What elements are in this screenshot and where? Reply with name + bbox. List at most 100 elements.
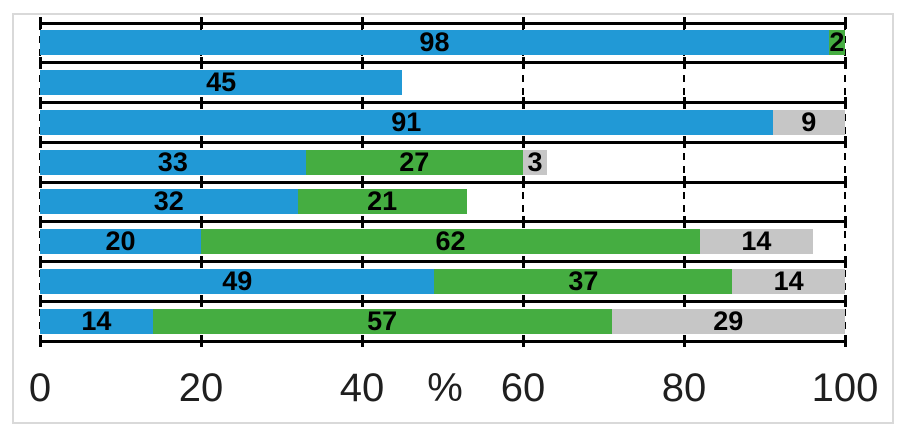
bar-segment-green: 57 bbox=[152, 305, 612, 336]
bar-row: 20 62 14 bbox=[40, 226, 845, 257]
tick-mark bbox=[360, 335, 364, 347]
tick-mark bbox=[682, 215, 686, 228]
tick-mark bbox=[360, 136, 364, 149]
bar-row: 98 2 bbox=[40, 27, 845, 58]
x-axis-tick-label: 40 bbox=[339, 366, 385, 410]
bar-value-label: 14 bbox=[81, 305, 112, 336]
bar-value-label: 91 bbox=[391, 106, 422, 137]
tick-mark bbox=[38, 136, 42, 149]
bar-segment-gray: 29 bbox=[611, 305, 845, 336]
tick-mark bbox=[38, 255, 42, 268]
tick-mark bbox=[521, 335, 525, 347]
tick-mark bbox=[521, 176, 525, 188]
bar-row: 32 21 bbox=[40, 186, 845, 217]
tick-mark bbox=[521, 136, 525, 149]
x-axis-tick-label: 0 bbox=[28, 366, 52, 410]
bar-row: 49 37 14 bbox=[40, 265, 845, 296]
tick-mark bbox=[843, 56, 847, 69]
tick-mark bbox=[360, 176, 364, 188]
row-boundary-line bbox=[40, 21, 845, 25]
tick-mark bbox=[38, 176, 42, 188]
tick-mark bbox=[843, 295, 847, 308]
row-boundary-line bbox=[40, 220, 845, 224]
tick-mark bbox=[521, 17, 525, 29]
bar-segment-blue: 32 bbox=[40, 186, 298, 217]
tick-mark bbox=[199, 96, 203, 109]
tick-mark bbox=[521, 255, 525, 268]
bar-segment-blue: 98 bbox=[40, 27, 829, 58]
bar-segment-blue: 20 bbox=[40, 226, 201, 257]
bar-row: 14 57 29 bbox=[40, 305, 845, 336]
tick-mark bbox=[843, 17, 847, 29]
tick-mark bbox=[38, 215, 42, 228]
bar-segment-green: 2 bbox=[828, 27, 845, 58]
tick-mark bbox=[199, 56, 203, 69]
tick-mark bbox=[38, 295, 42, 308]
tick-mark bbox=[682, 96, 686, 109]
tick-mark bbox=[199, 176, 203, 188]
tick-mark bbox=[843, 335, 847, 347]
bar-segment-gray: 14 bbox=[700, 228, 813, 255]
tick-mark bbox=[38, 96, 42, 109]
x-axis-tick-label: 60 bbox=[500, 366, 546, 410]
bar-segment-green: 27 bbox=[305, 148, 523, 175]
bar-segment-green: 62 bbox=[201, 226, 701, 257]
tick-mark bbox=[199, 17, 203, 29]
bar-value-label: 2 bbox=[829, 27, 845, 58]
tick-mark bbox=[360, 295, 364, 308]
plot-area: 98 2 45 91 9 33 27 3 32 21 20 62 14 49 37 14 14 57 29 bbox=[38, 17, 847, 347]
tick-mark bbox=[682, 176, 686, 188]
bar-value-label: 29 bbox=[713, 305, 744, 336]
bar-segment-gray: 3 bbox=[523, 146, 548, 177]
tick-mark bbox=[521, 295, 525, 308]
row-boundary-line bbox=[40, 61, 845, 65]
tick-mark bbox=[521, 56, 525, 69]
row-boundary-line bbox=[40, 101, 845, 104]
row-boundary-line bbox=[40, 180, 845, 184]
bar-row: 33 27 3 bbox=[40, 146, 845, 177]
row-boundary-line bbox=[40, 339, 845, 343]
bar-segment-blue: 45 bbox=[40, 69, 403, 96]
bar-segment-blue: 49 bbox=[40, 267, 435, 294]
tick-mark bbox=[199, 335, 203, 347]
bar-value-label: 62 bbox=[435, 226, 466, 257]
tick-mark bbox=[682, 136, 686, 149]
bar-segment-blue: 14 bbox=[40, 305, 153, 336]
bar-value-label: 3 bbox=[527, 146, 543, 177]
tick-mark bbox=[682, 335, 686, 347]
bar-value-label: 57 bbox=[367, 305, 398, 336]
tick-mark bbox=[843, 176, 847, 188]
bar-value-label: 37 bbox=[568, 265, 599, 296]
bar-segment-green: 21 bbox=[297, 186, 467, 217]
x-axis-tick-label: 80 bbox=[661, 366, 707, 410]
tick-mark bbox=[360, 215, 364, 228]
tick-mark bbox=[682, 255, 686, 268]
tick-mark bbox=[521, 96, 525, 109]
bar-segment-green: 37 bbox=[434, 265, 733, 296]
bar-segment-gray: 9 bbox=[772, 106, 845, 137]
x-axis-title: % bbox=[427, 366, 463, 410]
bar-value-label: 21 bbox=[367, 186, 398, 217]
tick-mark bbox=[199, 215, 203, 228]
tick-mark bbox=[360, 255, 364, 268]
bar-value-label: 14 bbox=[773, 265, 804, 296]
bar-segment-blue: 33 bbox=[40, 148, 306, 175]
x-axis-tick-label: 20 bbox=[178, 366, 224, 410]
tick-mark bbox=[38, 56, 42, 69]
bar-segment-blue: 91 bbox=[40, 106, 773, 137]
x-axis: % 0 20 40 60 80 100 bbox=[0, 360, 904, 416]
bar-value-label: 9 bbox=[801, 106, 817, 137]
tick-mark bbox=[843, 136, 847, 149]
bar-value-label: 20 bbox=[105, 226, 136, 257]
bar-value-label: 98 bbox=[419, 27, 450, 58]
x-axis-tick-label: 100 bbox=[811, 366, 879, 410]
tick-mark bbox=[38, 335, 42, 347]
row-boundary-line bbox=[40, 260, 845, 263]
tick-mark bbox=[199, 255, 203, 268]
tick-mark bbox=[843, 215, 847, 228]
tick-mark bbox=[360, 17, 364, 29]
bar-row: 45 bbox=[40, 69, 845, 96]
tick-mark bbox=[843, 96, 847, 109]
bar-row: 91 9 bbox=[40, 106, 845, 137]
bar-value-label: 32 bbox=[153, 186, 184, 217]
